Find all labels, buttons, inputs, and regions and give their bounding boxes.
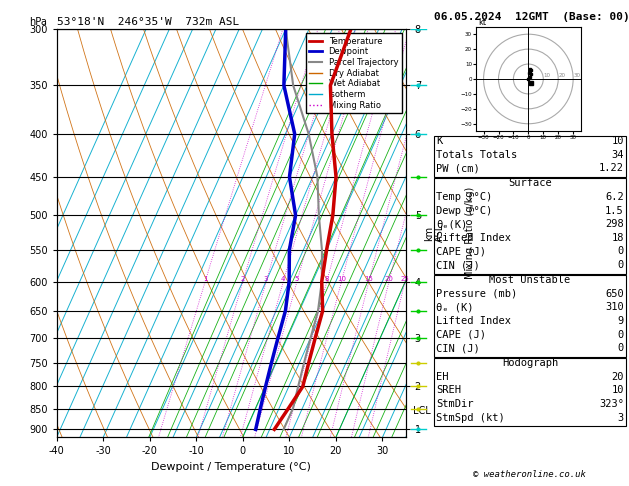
- Text: 30: 30: [573, 73, 580, 78]
- Text: 1: 1: [203, 276, 208, 282]
- Text: Temp (°C): Temp (°C): [436, 192, 492, 202]
- Text: 3: 3: [264, 276, 269, 282]
- Text: 9: 9: [618, 316, 624, 326]
- Text: Dewp (°C): Dewp (°C): [436, 206, 492, 216]
- Text: 20: 20: [558, 73, 565, 78]
- Text: Surface: Surface: [508, 178, 552, 189]
- Text: 34: 34: [611, 150, 624, 160]
- Text: StmSpd (kt): StmSpd (kt): [436, 413, 504, 423]
- Text: EH: EH: [436, 372, 448, 382]
- Text: hPa: hPa: [29, 17, 47, 27]
- Text: 18: 18: [611, 233, 624, 243]
- Text: StmDir: StmDir: [436, 399, 474, 409]
- Text: 06.05.2024  12GMT  (Base: 00): 06.05.2024 12GMT (Base: 00): [434, 12, 629, 22]
- Text: 10: 10: [337, 276, 346, 282]
- Text: 323°: 323°: [599, 399, 624, 409]
- Text: kt: kt: [478, 17, 486, 27]
- Text: © weatheronline.co.uk: © weatheronline.co.uk: [474, 469, 586, 479]
- Text: CAPE (J): CAPE (J): [436, 246, 486, 257]
- Text: CIN (J): CIN (J): [436, 260, 480, 270]
- Text: 298: 298: [605, 219, 624, 229]
- Text: 53°18'N  246°35'W  732m ASL: 53°18'N 246°35'W 732m ASL: [57, 17, 239, 27]
- Text: PW (cm): PW (cm): [436, 163, 480, 174]
- Text: 8: 8: [325, 276, 329, 282]
- Text: 2: 2: [241, 276, 245, 282]
- Text: 1.5: 1.5: [605, 206, 624, 216]
- Text: Most Unstable: Most Unstable: [489, 275, 571, 285]
- Text: K: K: [436, 136, 442, 146]
- Text: 650: 650: [605, 289, 624, 299]
- Text: Lifted Index: Lifted Index: [436, 316, 511, 326]
- Y-axis label: km
ASL: km ASL: [424, 224, 445, 243]
- Text: 10: 10: [611, 385, 624, 396]
- Text: Totals Totals: Totals Totals: [436, 150, 517, 160]
- Text: 0: 0: [618, 246, 624, 257]
- Text: 20: 20: [611, 372, 624, 382]
- Text: SREH: SREH: [436, 385, 461, 396]
- X-axis label: Dewpoint / Temperature (°C): Dewpoint / Temperature (°C): [151, 462, 311, 472]
- Text: 25: 25: [401, 276, 409, 282]
- Text: 15: 15: [364, 276, 373, 282]
- Text: 1.22: 1.22: [599, 163, 624, 174]
- Text: 10: 10: [543, 73, 550, 78]
- Text: 4: 4: [281, 276, 286, 282]
- Text: Hodograph: Hodograph: [502, 358, 558, 368]
- Text: θₑ(K): θₑ(K): [436, 219, 467, 229]
- Text: 3: 3: [618, 413, 624, 423]
- Text: 310: 310: [605, 302, 624, 312]
- Text: 20: 20: [384, 276, 393, 282]
- Text: LCL: LCL: [413, 406, 430, 416]
- Text: 5: 5: [295, 276, 299, 282]
- Text: Mixing Ratio (g/kg): Mixing Ratio (g/kg): [465, 187, 475, 279]
- Text: CAPE (J): CAPE (J): [436, 330, 486, 340]
- Text: Pressure (mb): Pressure (mb): [436, 289, 517, 299]
- Text: 0: 0: [618, 343, 624, 353]
- Text: θₑ (K): θₑ (K): [436, 302, 474, 312]
- Text: Lifted Index: Lifted Index: [436, 233, 511, 243]
- Text: 0: 0: [618, 330, 624, 340]
- Legend: Temperature, Dewpoint, Parcel Trajectory, Dry Adiabat, Wet Adiabat, Isotherm, Mi: Temperature, Dewpoint, Parcel Trajectory…: [306, 34, 401, 113]
- Text: 0: 0: [618, 260, 624, 270]
- Text: CIN (J): CIN (J): [436, 343, 480, 353]
- Text: 10: 10: [611, 136, 624, 146]
- Text: 6.2: 6.2: [605, 192, 624, 202]
